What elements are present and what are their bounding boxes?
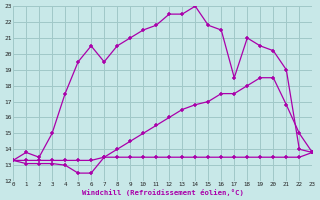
X-axis label: Windchill (Refroidissement éolien,°C): Windchill (Refroidissement éolien,°C) [82,189,244,196]
